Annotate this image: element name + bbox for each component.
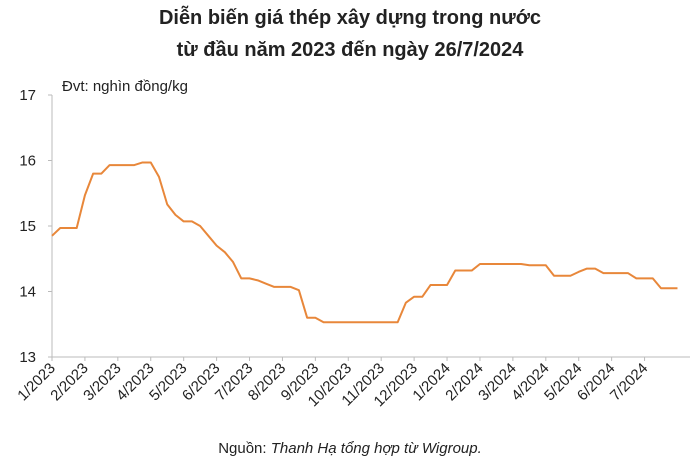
chart-title: từ đầu năm 2023 đến ngày 26/7/2024 bbox=[177, 39, 525, 61]
y-tick-label: 16 bbox=[19, 153, 36, 170]
y-tick-label: 13 bbox=[19, 349, 36, 366]
source-text: Thanh Hạ tổng hợp từ Wigroup. bbox=[271, 440, 482, 457]
x-tick-label: 7/2024 bbox=[607, 360, 651, 404]
source: Nguồn: Thanh Hạ tổng hợp từ Wigroup. bbox=[218, 440, 482, 457]
source-prefix: Nguồn: bbox=[218, 440, 271, 457]
y-tick-label: 15 bbox=[19, 218, 36, 235]
chart-title: Diễn biến giá thép xây dựng trong nước bbox=[159, 5, 541, 29]
price-line bbox=[51, 161, 678, 324]
unit-note: Đvt: nghìn đồng/kg bbox=[62, 78, 188, 95]
y-tick-label: 14 bbox=[19, 284, 36, 301]
y-tick-label: 17 bbox=[19, 87, 36, 104]
